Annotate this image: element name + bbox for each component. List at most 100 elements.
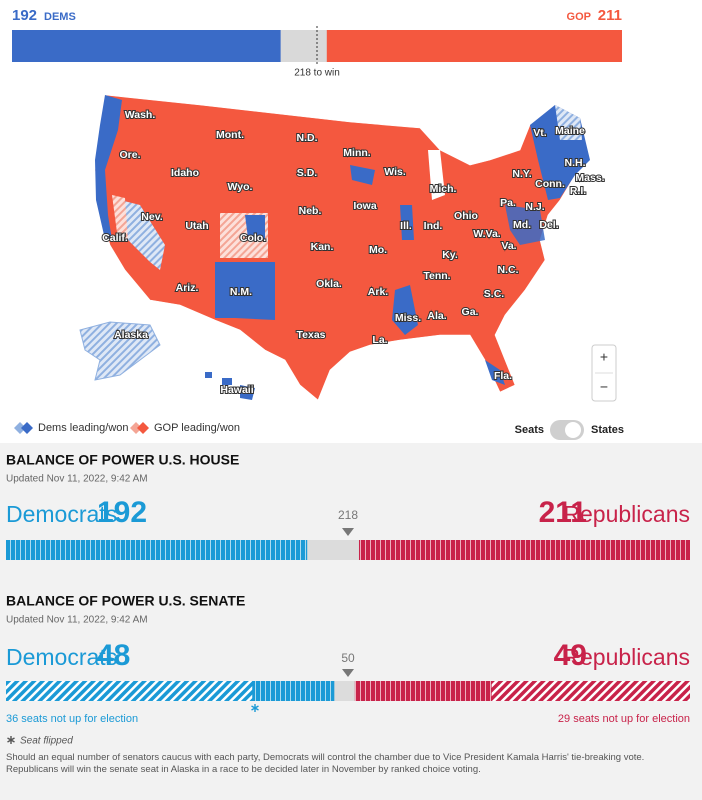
- state-label: Miss.: [395, 312, 421, 324]
- flipped-icon: [7, 736, 15, 744]
- toggle-label[interactable]: Seats: [515, 424, 544, 436]
- state-label: Maine: [555, 125, 585, 137]
- legend-swatch: [137, 422, 149, 434]
- state-label: La.: [372, 334, 387, 346]
- state-label: Vt.: [533, 127, 547, 139]
- dem-region: [95, 95, 122, 240]
- note: Seat flipped: [20, 736, 73, 747]
- senate-updated: Updated Nov 11, 2022, 9:42 AM: [6, 615, 148, 626]
- state-label: S.C.: [484, 288, 505, 300]
- dem-region: [350, 165, 375, 185]
- state-label: Alaska: [114, 329, 148, 341]
- state-label: S.D.: [297, 167, 318, 179]
- dem-region: [485, 360, 505, 385]
- dem-bar: [12, 30, 281, 62]
- legend-swatch: [130, 422, 142, 434]
- dem-seats: 192: [12, 7, 37, 24]
- gop-region: [94, 94, 591, 401]
- threshold-marker: [342, 669, 354, 677]
- house-gop-seats: 211: [539, 496, 587, 529]
- senate-gop-seats: 49: [554, 639, 587, 672]
- state-label: Okla.: [316, 278, 342, 290]
- state-label: Ohio: [454, 210, 478, 222]
- gop-not-up-bar: [491, 681, 690, 701]
- gop-bar: [326, 30, 622, 62]
- state-label: Hawaii: [220, 384, 253, 396]
- legend-label: GOP leading/won: [154, 422, 240, 434]
- dem-region: [392, 285, 418, 335]
- state-label: Md.: [513, 219, 531, 231]
- dem-region: [245, 215, 265, 240]
- state-label: Mont.: [216, 129, 244, 141]
- state-label: N.J.: [525, 201, 544, 213]
- senate-gop-label: Republicans: [563, 644, 690, 670]
- state-label: N.Y.: [512, 168, 531, 180]
- gop-bar: [358, 540, 690, 560]
- dem-label: DEMS: [44, 11, 76, 23]
- gop-label: GOP: [567, 11, 591, 23]
- legend-swatch: [21, 422, 33, 434]
- house-updated: Updated Nov 11, 2022, 9:42 AM: [6, 474, 148, 485]
- state-label: Del.: [539, 219, 558, 231]
- footnote-box: Should an equal number of senators caucu…: [6, 752, 645, 775]
- state-label: Texas: [297, 329, 326, 341]
- hawaii: [205, 372, 255, 400]
- state-label: Ore.: [119, 149, 140, 161]
- state-label: W.Va.: [473, 228, 501, 240]
- zoom-out[interactable]: −: [600, 379, 608, 395]
- dem-bar: [6, 540, 308, 560]
- state-label: N.C.: [498, 264, 519, 276]
- state-label: Ariz.: [176, 282, 199, 294]
- dem-region-light: [555, 105, 582, 140]
- state-label: Ala.: [427, 310, 446, 322]
- threshold-label: 218: [338, 508, 358, 522]
- state-label: Utah: [185, 220, 208, 232]
- state-label: Pa.: [500, 197, 516, 209]
- dem-region-light: [120, 200, 165, 270]
- toggle-label[interactable]: States: [591, 424, 624, 436]
- threshold-label: 218 to win: [294, 68, 340, 79]
- state-label: N.H.: [565, 157, 586, 169]
- state-label: Mass.: [575, 172, 604, 184]
- state-label: Wyo.: [228, 181, 253, 193]
- house-gop-label: Republicans: [563, 501, 690, 527]
- dem-region: [505, 205, 545, 245]
- state-label: Fla.: [494, 370, 512, 382]
- state-label: Wash.: [125, 109, 156, 121]
- dem-region: [400, 205, 414, 240]
- state-label: Ill.: [400, 220, 412, 232]
- legend-label: Dems leading/won: [38, 422, 129, 434]
- state-label: Kan.: [311, 241, 334, 253]
- state-label: Ga.: [462, 306, 479, 318]
- us-map: [79, 94, 591, 401]
- zoom-in[interactable]: +: [600, 349, 608, 365]
- dem-region: [215, 262, 275, 320]
- alaska: [79, 321, 161, 381]
- gop-seats: 211: [598, 7, 622, 24]
- state-label: Va.: [501, 240, 516, 252]
- house-dem-seats: 192: [97, 496, 147, 529]
- state-label: N.M.: [230, 286, 252, 298]
- state-label: R.I.: [570, 185, 586, 197]
- footnote: Should an equal number of senators caucu…: [6, 752, 645, 775]
- senate-dem-seats: 48: [97, 639, 130, 672]
- house-title: BALANCE OF POWER U.S. HOUSE: [6, 452, 239, 468]
- state-label: Nev.: [141, 211, 162, 223]
- state-label: Wis.: [384, 166, 406, 178]
- panel: [0, 443, 702, 800]
- state-label: Mo.: [369, 244, 387, 256]
- senate-dem-label: Democrats: [6, 644, 117, 670]
- threshold-label: 50: [341, 651, 355, 665]
- state-label: Conn.: [535, 178, 565, 190]
- state-label: Iowa: [353, 200, 376, 212]
- state-label: Calif.: [102, 232, 128, 244]
- state-label: Ark.: [368, 286, 389, 298]
- state-label: Minn.: [343, 147, 370, 159]
- state-label: Ky.: [442, 249, 458, 261]
- state-label: Ind.: [424, 220, 443, 232]
- gop-region-light: [112, 195, 128, 240]
- toggle-knob: [565, 422, 581, 438]
- state-label: Colo.: [240, 232, 266, 244]
- senate-gop-not-up: 29 seats not up for election: [558, 713, 690, 725]
